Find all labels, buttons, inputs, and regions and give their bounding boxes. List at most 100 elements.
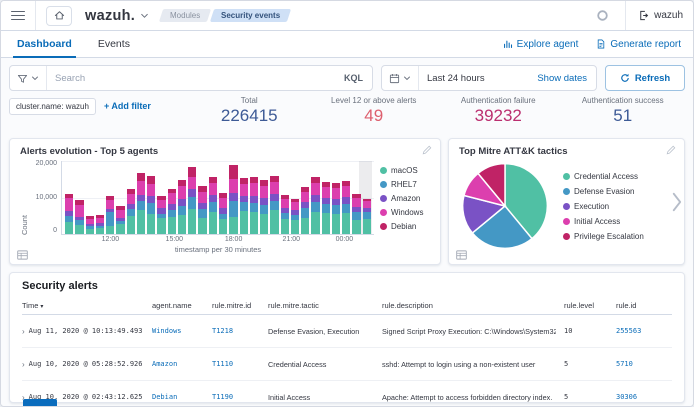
home-button[interactable] xyxy=(46,5,72,26)
wazuh-logo[interactable]: wazuh. xyxy=(85,7,136,24)
stacked-bar[interactable] xyxy=(167,188,176,234)
chevron-down-icon[interactable] xyxy=(140,11,149,20)
legend-item-credential-access[interactable]: Credential Access xyxy=(563,172,644,181)
add-filter-button[interactable]: + Add filter xyxy=(103,101,151,111)
stacked-bar[interactable] xyxy=(85,215,94,234)
edit-panel-icon[interactable] xyxy=(666,145,676,155)
legend-item-macos[interactable]: macOS xyxy=(380,166,430,175)
column-header-rule-mitre-tactic[interactable]: rule.mitre.tactic xyxy=(268,300,319,310)
cell-rule-id[interactable]: 255563 xyxy=(616,327,642,335)
cell-agent-name[interactable]: Debian xyxy=(152,393,178,401)
pie-slice-defense-evasion[interactable] xyxy=(471,204,534,250)
stacked-bar[interactable] xyxy=(229,164,238,234)
cell-mitre-id[interactable]: T1190 xyxy=(212,393,234,401)
menu-icon[interactable] xyxy=(11,9,25,23)
column-header-rule-id[interactable]: rule.id xyxy=(616,300,637,310)
table-row[interactable]: › Aug 11, 2020 @ 10:13:49.493 Windows T1218… xyxy=(22,315,672,348)
column-header-time[interactable]: Time ▾ xyxy=(22,300,44,310)
expand-row-icon[interactable]: › xyxy=(22,326,25,336)
table-row[interactable]: › Aug 10, 2020 @ 02:43:12.625 Debian T1190 I… xyxy=(22,381,672,402)
cell-rule-id[interactable]: 5710 xyxy=(616,360,633,368)
stacked-bar[interactable] xyxy=(290,198,300,234)
stacked-bar[interactable] xyxy=(311,177,320,234)
cell-mitre-id[interactable]: T1110 xyxy=(212,360,234,368)
column-header-rule-mitre-id[interactable]: rule.mitre.id xyxy=(212,300,252,310)
stacked-bar[interactable] xyxy=(280,195,289,234)
bar-segment-debian xyxy=(75,200,84,205)
table-row[interactable]: › Aug 10, 2020 @ 05:28:52.926 Amazon T1110 C… xyxy=(22,348,672,381)
stacked-bar[interactable] xyxy=(362,198,371,234)
stacked-bar[interactable] xyxy=(270,175,279,234)
explore-agent-link[interactable]: Explore agent xyxy=(503,39,578,50)
filter-menu-button[interactable] xyxy=(10,66,47,90)
inspect-data-icon[interactable] xyxy=(456,250,467,260)
stacked-bar[interactable] xyxy=(239,178,248,234)
stacked-bar[interactable] xyxy=(147,176,156,234)
legend-item-debian[interactable]: Debian xyxy=(380,222,430,231)
health-ring-icon[interactable] xyxy=(589,6,615,26)
legend-label: Credential Access xyxy=(574,171,639,181)
legend-item-amazon[interactable]: Amazon xyxy=(380,194,430,203)
stacked-bar[interactable] xyxy=(331,182,341,234)
clipped-pagination-button[interactable] xyxy=(23,399,57,406)
kql-language-button[interactable]: KQL xyxy=(344,73,363,83)
search-input[interactable] xyxy=(47,72,335,84)
stacked-bar[interactable] xyxy=(136,172,146,234)
pie-slice-credential-access[interactable] xyxy=(504,162,549,240)
stacked-bar[interactable] xyxy=(126,189,135,234)
calendar-menu-button[interactable] xyxy=(382,66,419,90)
legend-item-execution[interactable]: Execution xyxy=(563,202,644,211)
stacked-bar[interactable] xyxy=(198,186,207,234)
bar-segment-amazon xyxy=(260,198,269,205)
stacked-bar[interactable] xyxy=(65,193,74,234)
legend-item-rhel7[interactable]: RHEL7 xyxy=(380,180,430,189)
generate-report-link[interactable]: Generate report xyxy=(596,39,681,50)
bar-segment-macos xyxy=(116,223,125,234)
breadcrumb-modules[interactable]: Modules xyxy=(159,9,212,22)
stacked-bar[interactable] xyxy=(188,167,197,234)
bar-segment-windows xyxy=(208,182,217,195)
time-range-value[interactable]: Last 24 hours xyxy=(427,72,485,84)
cell-agent-name[interactable]: Windows xyxy=(152,327,182,335)
legend-dot xyxy=(380,194,387,202)
expand-row-icon[interactable]: › xyxy=(22,392,25,402)
stacked-bar[interactable] xyxy=(342,180,351,234)
column-header-rule-description[interactable]: rule.description xyxy=(382,300,433,310)
bar-segment-amazon xyxy=(116,217,125,221)
stacked-bar[interactable] xyxy=(321,181,330,234)
refresh-button[interactable]: Refresh xyxy=(605,65,685,91)
cell-mitre-id[interactable]: T1218 xyxy=(212,327,234,335)
stacked-bar[interactable] xyxy=(208,177,217,234)
legend-item-initial-access[interactable]: Initial Access xyxy=(563,217,644,226)
stacked-bar[interactable] xyxy=(157,196,166,234)
stacked-bar[interactable] xyxy=(218,193,228,234)
stacked-bar[interactable] xyxy=(249,176,259,234)
tab-events[interactable]: Events xyxy=(97,38,130,50)
cell-agent-name[interactable]: Amazon xyxy=(152,360,178,368)
user-menu[interactable]: wazuh xyxy=(636,10,683,21)
stacked-bar[interactable] xyxy=(75,200,84,234)
stacked-bar[interactable] xyxy=(116,205,125,234)
stacked-bar[interactable] xyxy=(95,215,105,234)
stacked-bar[interactable] xyxy=(260,179,269,234)
column-header-rule-level[interactable]: rule.level xyxy=(564,300,595,310)
tab-dashboard[interactable]: Dashboard xyxy=(13,31,76,58)
legend-item-defense-evasion[interactable]: Defense Evasion xyxy=(563,187,644,196)
stacked-bar[interactable] xyxy=(177,180,187,234)
bar-segment-rhel7 xyxy=(229,201,238,217)
stacked-bar[interactable] xyxy=(106,196,115,234)
inspect-data-icon[interactable] xyxy=(17,250,28,260)
column-header-agent-name[interactable]: agent.name xyxy=(152,300,192,310)
expand-row-icon[interactable]: › xyxy=(22,359,25,369)
cell-rule-id[interactable]: 30306 xyxy=(616,393,638,401)
show-dates-button[interactable]: Show dates xyxy=(537,72,587,84)
legend-item-privilege-escalation[interactable]: Privilege Escalation xyxy=(563,232,644,241)
legend-item-windows[interactable]: Windows xyxy=(380,208,430,217)
edit-panel-icon[interactable] xyxy=(422,145,432,155)
next-panel-chevron-icon[interactable] xyxy=(671,191,682,213)
filter-chip-cluster-name[interactable]: cluster.name: wazuh xyxy=(9,98,96,115)
pie-slice-privilege-escalation[interactable] xyxy=(476,162,506,209)
stacked-bar[interactable] xyxy=(352,193,361,234)
bar-segment-debian xyxy=(270,175,279,182)
stacked-bar[interactable] xyxy=(301,186,310,234)
